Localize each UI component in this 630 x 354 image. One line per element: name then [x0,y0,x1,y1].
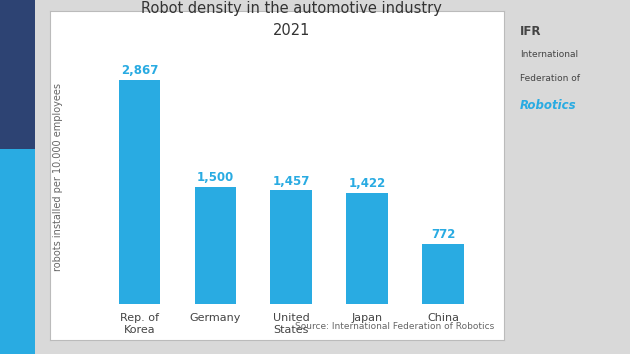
Text: 1,422: 1,422 [349,177,386,190]
Bar [195,187,236,304]
Text: 1,457: 1,457 [273,175,310,188]
Text: IFR: IFR [520,25,541,38]
Text: 772: 772 [431,228,455,241]
Bar [346,193,388,304]
Title: Robot density in the automotive industry
2021: Robot density in the automotive industry… [141,1,442,38]
Text: Federation of: Federation of [520,74,580,83]
Bar [423,244,464,304]
Text: International: International [520,50,578,58]
Text: Robotics: Robotics [520,99,576,112]
Bar [270,190,312,304]
Bar [118,80,160,304]
Text: 1,500: 1,500 [197,171,234,184]
Text: Source: International Federation of Robotics: Source: International Federation of Robo… [295,322,495,331]
Text: robots installed per 10.000 employees: robots installed per 10.000 employees [53,83,63,271]
Text: 2,867: 2,867 [121,64,158,77]
